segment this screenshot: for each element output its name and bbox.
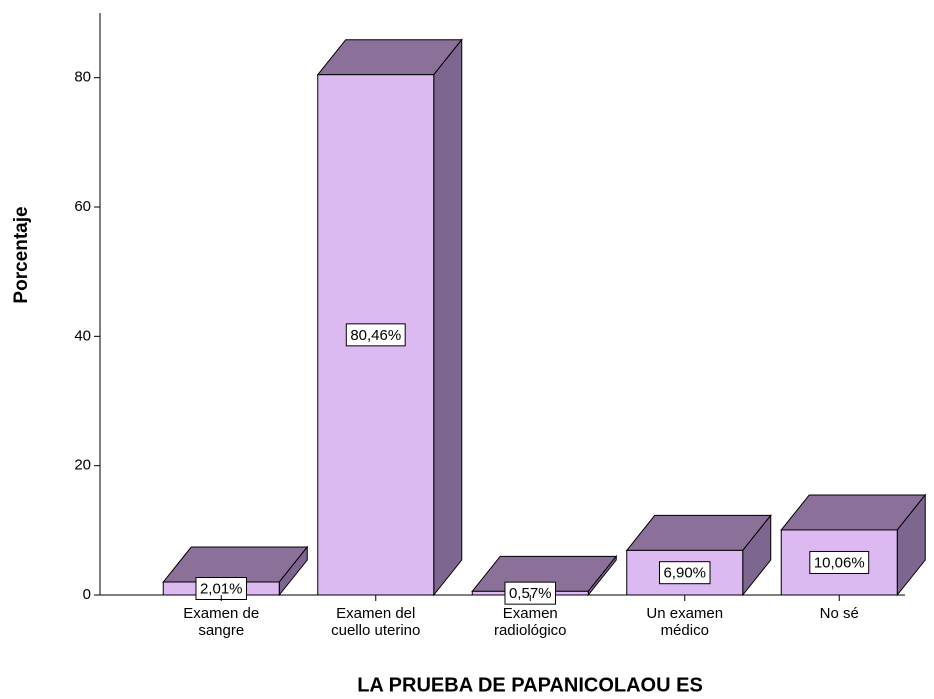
value-label-box bbox=[345, 323, 406, 347]
x-tick-label: Examen radiológico bbox=[494, 605, 567, 639]
value-label-box bbox=[658, 561, 711, 585]
x-tick-label: Examen de sangre bbox=[183, 605, 259, 639]
x-tick-label: Un examen médico bbox=[646, 605, 723, 639]
value-label: 6,90% bbox=[663, 565, 706, 582]
y-tick-label: 40 bbox=[74, 327, 91, 344]
y-tick-label: 0 bbox=[83, 586, 91, 603]
value-label: 10,06% bbox=[814, 554, 865, 571]
y-axis-title: Porcentaje bbox=[11, 206, 32, 303]
y-tick-label: 20 bbox=[74, 457, 91, 474]
y-tick-label: 60 bbox=[74, 198, 91, 215]
x-axis-title: LA PRUEBA DE PAPANICOLAOU ES bbox=[357, 674, 703, 696]
x-tick-label: Examen del cuello uterino bbox=[331, 605, 420, 639]
y-tick-label: 80 bbox=[74, 69, 91, 86]
value-label: 80,46% bbox=[350, 327, 401, 344]
value-label: 0,57% bbox=[509, 585, 552, 602]
value-label: 2,01% bbox=[200, 580, 243, 597]
bar-side bbox=[433, 38, 463, 597]
x-tick-label: No sé bbox=[820, 605, 859, 622]
value-label-box bbox=[809, 550, 870, 574]
value-label-box bbox=[504, 581, 557, 605]
